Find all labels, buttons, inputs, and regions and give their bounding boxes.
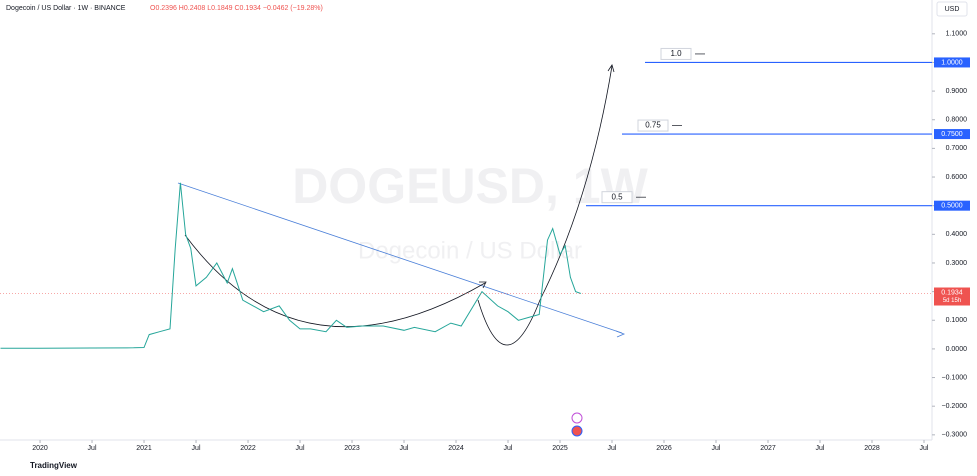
x-tick-label: 2027	[760, 445, 776, 452]
y-tick-label: −0.2000	[942, 403, 968, 410]
y-tick-label: 0.6000	[946, 174, 968, 181]
x-tick-label: Jul	[504, 445, 513, 452]
x-tick-label: Jul	[296, 445, 305, 452]
y-tick-label: 0.1000	[946, 317, 968, 324]
x-tick-label: 2021	[136, 445, 152, 452]
cup-arc	[184, 234, 486, 328]
x-tick-label: Jul	[88, 445, 97, 452]
y-tick-label: 0.0000	[946, 346, 968, 353]
y-tick-label: 0.9000	[946, 88, 968, 95]
level-label: 1.0	[670, 49, 682, 58]
price-line	[0, 182, 581, 349]
x-tick-label: 2022	[240, 445, 256, 452]
arrow-head	[607, 64, 615, 73]
event-icon[interactable]	[571, 412, 583, 424]
level-box	[637, 119, 669, 132]
countdown: 5d 15h	[943, 298, 961, 304]
x-tick-label: 2020	[32, 445, 48, 452]
level-label: 0.5	[611, 192, 623, 201]
level-price-label: 0.5000	[941, 203, 963, 210]
y-tick-label: −0.3000	[942, 432, 968, 439]
brand: TradingView	[30, 461, 78, 470]
arrow-head	[479, 281, 487, 289]
last-price-label: 0.1934	[941, 289, 963, 296]
currency: USD	[945, 6, 960, 13]
level-label: 0.75	[645, 121, 661, 130]
y-tick-label: −0.1000	[942, 374, 968, 381]
level-price-box	[934, 200, 970, 211]
level-price-box	[934, 129, 970, 140]
y-tick-label: 0.4000	[946, 231, 968, 238]
watermark: DOGEUSD, 1W	[292, 158, 648, 214]
currency-box[interactable]	[936, 1, 968, 17]
x-tick-label: 2023	[344, 445, 360, 452]
event-icon[interactable]	[571, 425, 583, 437]
y-tick-label: 0.3000	[946, 260, 968, 267]
watermark-sub: Dogecoin / US Dollar	[358, 237, 582, 264]
x-tick-label: 2025	[552, 445, 568, 452]
x-tick-label: Jul	[920, 445, 929, 452]
x-tick-label: Jul	[608, 445, 617, 452]
level-box	[601, 191, 633, 204]
x-tick-label: 2028	[864, 445, 880, 452]
y-tick-label: 0.8000	[946, 117, 968, 124]
x-tick-label: Jul	[192, 445, 201, 452]
level-price-label: 0.7500	[941, 131, 963, 138]
ohlc: O0.2396 H0.2408 L0.1849 C0.1934 −0.0462 …	[150, 5, 323, 12]
x-tick-label: 2024	[448, 445, 464, 452]
arrow-head	[615, 330, 626, 338]
y-tick-label: 0.7000	[946, 145, 968, 152]
trend-line	[177, 182, 623, 334]
y-tick-label: 1.1000	[946, 31, 968, 38]
x-tick-label: Jul	[712, 445, 721, 452]
last-price-box	[934, 287, 970, 306]
level-price-label: 1.0000	[941, 59, 963, 66]
x-tick-label: 2026	[656, 445, 672, 452]
x-tick-label: Jul	[816, 445, 825, 452]
level-price-box	[934, 57, 970, 68]
level-box	[660, 47, 692, 60]
chart-title: Dogecoin / US Dollar · 1W · BINANCE	[6, 5, 126, 12]
x-tick-label: Jul	[400, 445, 409, 452]
